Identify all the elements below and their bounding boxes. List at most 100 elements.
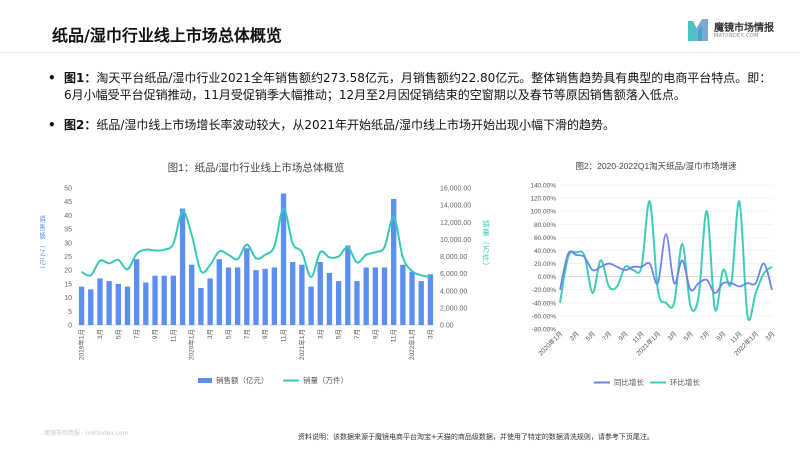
chart2-title: 图2：2020-2022Q1淘天纸品/湿巾市场增速 [575, 161, 737, 171]
chart2-x-tick: 9月 [715, 330, 728, 343]
chart1-bar [418, 281, 424, 325]
chart1-bar [88, 289, 94, 325]
chart1-bar [170, 275, 177, 325]
chart2-x-tick: 11月 [631, 330, 646, 345]
chart1-bar [225, 267, 232, 325]
chart1-bar [234, 267, 241, 325]
chart1-bar [262, 268, 268, 325]
bullet-text: 淘天平台纸品/湿巾行业2021全年销售额约273.58亿元，月销售额约22.80… [64, 71, 772, 102]
chart1-right-tick: 4,000.00 [440, 288, 467, 295]
chart1-bar [134, 259, 140, 325]
chart1-bar [391, 198, 397, 325]
chart2-x-tick: 3月 [764, 330, 777, 343]
chart1-bar [189, 264, 195, 325]
chart2-y-tick: 0.00% [538, 274, 557, 281]
chart1-x-tick: 11月 [390, 329, 398, 342]
chart2-x-tick: 7月 [601, 330, 614, 343]
chart1-bar [253, 270, 259, 325]
chart1-bar [400, 264, 406, 325]
chart2-y-tick: -40.00% [532, 300, 556, 307]
chart1-bar [409, 271, 415, 325]
chart1-right-tick: 2,000.00 [440, 305, 467, 312]
chart2-y-tick: 140.00% [530, 183, 556, 190]
chart1-bar [161, 275, 167, 325]
chart1-bar [244, 248, 250, 325]
chart1-volume-line [81, 207, 431, 279]
chart1-bar [106, 281, 112, 325]
chart1-bar [78, 286, 85, 325]
chart1-right-axis-label: 销量（万件） [481, 219, 490, 271]
chart2-y-tick: -80.00% [532, 327, 556, 334]
chart2-x-tick: 7月 [698, 330, 711, 343]
chart1-x-tick: 3月 [206, 329, 214, 339]
chart1-bar [152, 275, 158, 325]
chart2-y-tick: 40.00% [534, 248, 556, 255]
chart1-bar [198, 288, 204, 325]
chart1-legend-line-label: 销量（万件） [303, 375, 348, 385]
chart1-x-tick: 7月 [243, 329, 251, 339]
bullet-label: 图2： [64, 118, 97, 132]
chart2-x-tick: 11月 [729, 330, 744, 345]
chart1-x-tick: 9月 [371, 329, 379, 339]
chart1-title: 图1：纸品/湿巾行业线上市场总体概览 [168, 161, 345, 174]
chart2-y-tick: -20.00% [532, 287, 556, 294]
chart1-bar [97, 278, 103, 325]
chart1-left-tick: 40 [64, 213, 72, 220]
footer-watermark: 魔镜市场情报 · mktindex.com [44, 430, 129, 437]
chart2-x-tick: 3月 [568, 330, 581, 343]
chart2-yoy-line [559, 233, 773, 294]
chart1-left-tick: 20 [64, 268, 72, 275]
chart1-bar [207, 278, 213, 325]
chart1-x-tick: 2019年1月 [77, 329, 86, 360]
chart1-bar [124, 286, 131, 325]
chart2-y-tick: 100.00% [530, 209, 556, 216]
chart1-x-tick: 7月 [353, 329, 361, 339]
chart2-y-tick: 60.00% [534, 235, 556, 242]
chart1-bar [345, 245, 351, 325]
chart2-mom-line [559, 200, 773, 321]
bullet-label: 图1： [64, 71, 97, 85]
chart1-bar [271, 267, 278, 325]
chart1-bar [427, 274, 434, 325]
chart2-x-tick: 3月 [666, 330, 679, 343]
chart1-bar [143, 282, 149, 325]
chart2-y-tick: 120.00% [530, 196, 556, 203]
logo-mark-icon [688, 19, 708, 41]
chart1-bar [317, 261, 323, 325]
chart1-svg: 图1：纸品/湿巾行业线上市场总体概览 0 5 10 15 20 25 30 35 40 45 50 0.… [40, 161, 491, 385]
chart1-x-tick: 3月 [96, 329, 104, 339]
footer-note: 资料说明：该数据来源于魔镜电商平台淘宝+天猫的商品级数据，并使用了特定的数据清洗… [298, 433, 654, 441]
chart1-bar [381, 267, 388, 325]
chart1-legend-bar-label: 销售额（亿元） [216, 375, 269, 385]
chart1-bar [363, 267, 369, 325]
bullet-item: 图1：淘天平台纸品/湿巾行业2021全年销售额约273.58亿元，月销售额约22… [46, 70, 776, 104]
chart1-left-tick: 0 [68, 323, 72, 330]
chart1-left-tick: 25 [64, 254, 72, 261]
page-title: 纸品/湿巾行业线上市场总体概览 [52, 26, 282, 45]
chart1-left-axis-label: 销售额（亿元） [40, 214, 47, 275]
chart2-y-tick: 20.00% [534, 261, 556, 268]
chart1-bar [308, 286, 314, 325]
chart1-bar [326, 272, 333, 325]
chart1-left-tick: 15 [64, 281, 72, 288]
chart1-x-tick: 11月 [169, 329, 177, 342]
chart1-legend-bar-swatch [198, 378, 212, 383]
chart1-x-tick: 5月 [114, 329, 122, 339]
chart1-bar [115, 283, 121, 325]
chart1-bar [290, 261, 296, 325]
chart1-right-tick: 8,000.00 [440, 254, 467, 261]
chart1-bar [299, 264, 305, 325]
chart1-bar [280, 193, 287, 325]
chart1-x-tick: 9月 [151, 329, 159, 339]
chart1-left-tick: 5 [68, 309, 72, 316]
chart2-svg: 图2：2020-2022Q1淘天纸品/湿巾市场增速 140.00% 120.00% 1… [530, 161, 777, 387]
chart1-left-tick: 30 [64, 240, 72, 247]
chart1-left-tick: 45 [64, 199, 72, 206]
chart1-bar [216, 259, 222, 325]
chart2-x-tick: 5月 [682, 330, 695, 343]
chart1-x-tick: 5月 [224, 329, 232, 339]
brand-logo: 魔镜市场情报 MATIINDEX.COM [686, 17, 796, 43]
chart1-left-tick: 10 [64, 295, 72, 302]
chart1-x-tick: 2021年1月 [297, 329, 306, 360]
chart1-right-tick: 6,000.00 [440, 271, 467, 278]
